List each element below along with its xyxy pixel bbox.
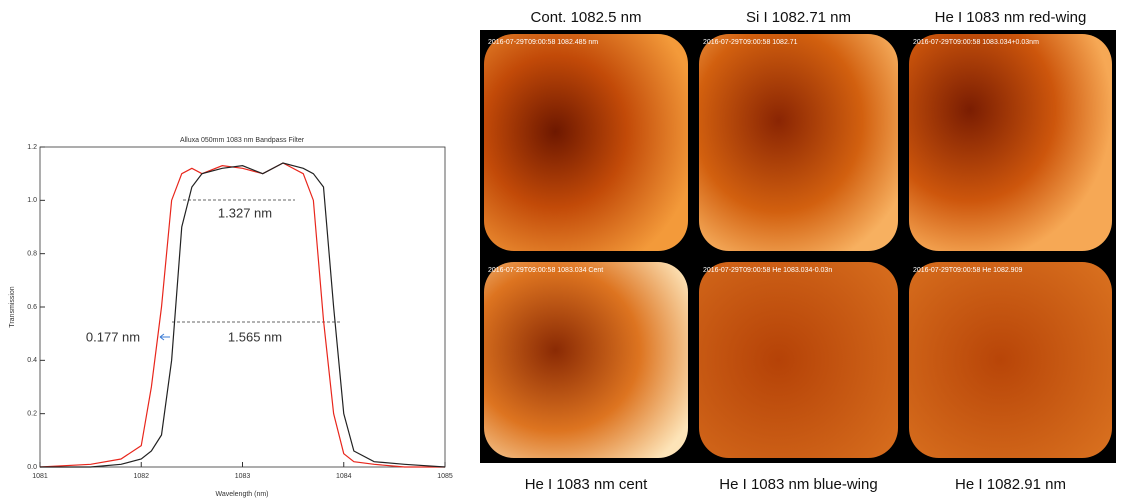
- y-tick-label: 0.8: [27, 251, 37, 258]
- image-timestamp: 2016-07-29T09:00:58 He 1083.034-0.03n: [703, 267, 832, 274]
- x-axis-label: Wavelength (nm): [215, 491, 268, 498]
- data-line: [39, 162, 445, 468]
- x-tick-label: 1081: [32, 473, 48, 480]
- solar-image: [909, 34, 1112, 251]
- data-line: [40, 162, 446, 468]
- image-timestamp: 2016-07-29T09:00:58 1083.034+0.03nm: [913, 39, 1039, 46]
- panel-label: He I 1083 nm blue-wing: [719, 476, 877, 493]
- solar-image: [484, 262, 688, 458]
- plot-frame: [39, 146, 446, 468]
- y-tick-label: 0.6: [27, 304, 37, 311]
- panel-label: Cont. 1082.5 nm: [531, 9, 642, 26]
- image-timestamp: 2016-07-29T09:00:58 1082.71: [703, 39, 798, 46]
- x-tick-label: 1083: [235, 473, 251, 480]
- panel-label: He I 1082.91 nm: [955, 476, 1066, 493]
- y-tick-label: 0.0: [27, 464, 37, 471]
- annotation-arrow: [159, 333, 170, 341]
- y-tick-label: 1.2: [27, 144, 37, 151]
- solar-image: [909, 262, 1112, 458]
- y-tick-label: 1.0: [27, 197, 37, 204]
- solar-image: [484, 34, 688, 251]
- annotation: 0.177 nm: [86, 329, 140, 344]
- annotation: 1.565 nm: [228, 329, 282, 344]
- chart-title: Alluxa 050mm 1083 nm Bandpass Filter: [180, 137, 305, 144]
- x-tick-label: 1084: [336, 473, 352, 480]
- solar-image: [699, 34, 898, 251]
- image-timestamp: 2016-07-29T09:00:58 He 1082.909: [913, 267, 1022, 274]
- y-axis-label: Transmission: [9, 286, 16, 327]
- annotation: 1.327 nm: [218, 205, 272, 220]
- x-tick-label: 1085: [437, 473, 453, 480]
- panel-label: He I 1083 nm red-wing: [935, 9, 1087, 26]
- panel-label: Si I 1082.71 nm: [746, 9, 851, 26]
- image-timestamp: 2016-07-29T09:00:58 1083.034 Cent: [488, 267, 603, 274]
- x-tick-label: 1082: [133, 473, 149, 480]
- solar-image: [699, 262, 898, 458]
- y-tick-label: 0.2: [27, 411, 37, 418]
- image-timestamp: 2016-07-29T09:00:58 1082.485 nm: [488, 39, 598, 46]
- panel-label: He I 1083 nm cent: [525, 476, 648, 493]
- y-tick-label: 0.4: [27, 357, 37, 364]
